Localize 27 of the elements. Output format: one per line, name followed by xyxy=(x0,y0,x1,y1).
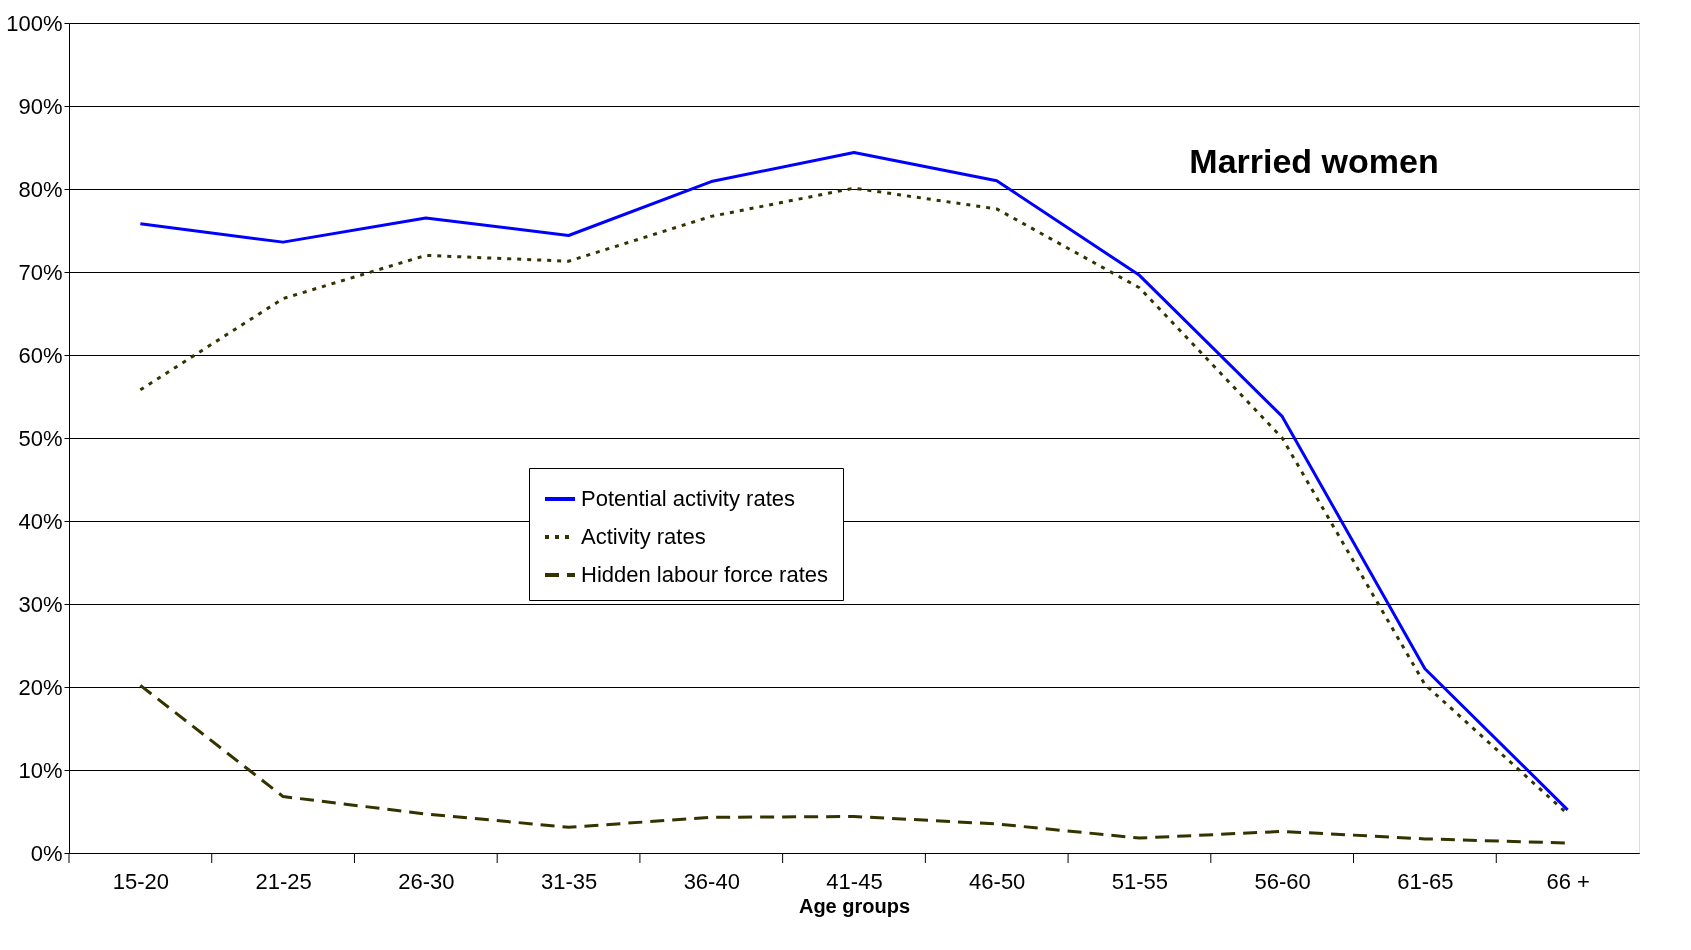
y-tick-label: 20% xyxy=(18,674,63,700)
x-tick-label: 21-25 xyxy=(255,868,312,894)
x-tick-label: 66 + xyxy=(1546,868,1590,894)
y-tick-label: 60% xyxy=(18,342,63,368)
x-tick-label: 61-65 xyxy=(1397,868,1454,894)
x-tick-label: 31-35 xyxy=(540,868,598,894)
y-tick-label: 50% xyxy=(18,425,63,451)
x-tick-label: 26-30 xyxy=(398,868,455,894)
x-tick-label: 41-45 xyxy=(826,868,883,894)
y-tick-label: 80% xyxy=(18,176,63,202)
y-tick-label: 100% xyxy=(6,10,63,36)
y-tick-label: 40% xyxy=(18,508,63,534)
x-tick-label: 15-20 xyxy=(112,868,169,894)
y-tick-label: 30% xyxy=(18,591,63,617)
x-tick-label: 51-55 xyxy=(1111,868,1169,894)
legend-label: Hidden labour force rates xyxy=(581,562,829,587)
legend-label: Activity rates xyxy=(581,524,706,549)
x-axis-title: Age groups xyxy=(798,894,911,917)
y-tick-label: 10% xyxy=(18,757,63,783)
x-tick-label: 36-40 xyxy=(683,868,740,894)
x-tick-label: 46-50 xyxy=(969,868,1026,894)
legend-label: Potential activity rates xyxy=(581,486,795,511)
y-tick-label: 90% xyxy=(18,93,63,119)
y-tick-label: 70% xyxy=(18,259,63,285)
y-tick-label: 0% xyxy=(30,840,63,866)
x-tick-label: 56-60 xyxy=(1254,868,1311,894)
text: Married women xyxy=(1189,142,1439,180)
